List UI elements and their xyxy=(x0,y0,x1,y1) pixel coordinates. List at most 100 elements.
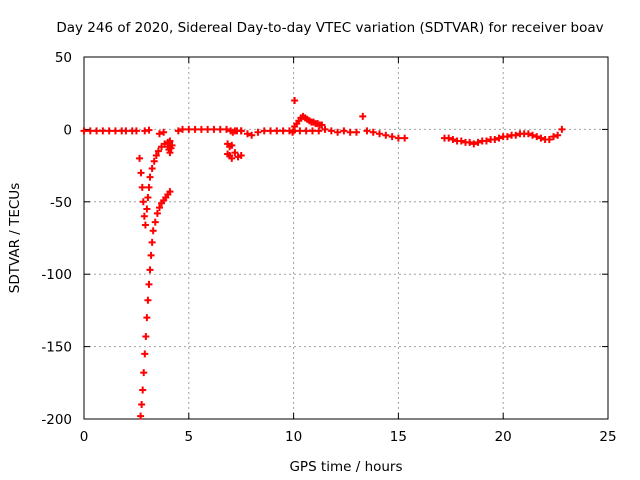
data-point xyxy=(558,125,566,133)
data-point xyxy=(248,131,256,139)
data-point xyxy=(145,280,153,288)
data-point xyxy=(185,125,193,133)
y-tick-label: -100 xyxy=(41,267,72,283)
data-point xyxy=(166,188,174,196)
data-point xyxy=(105,127,113,135)
x-tick-label: 15 xyxy=(390,429,407,445)
data-point xyxy=(144,193,152,201)
data-point xyxy=(228,141,236,149)
data-point xyxy=(503,133,511,141)
data-point xyxy=(340,127,348,135)
x-tick-label: 25 xyxy=(599,429,616,445)
data-point xyxy=(93,127,101,135)
data-point xyxy=(512,131,520,139)
data-point xyxy=(231,149,239,157)
data-point xyxy=(149,227,157,235)
data-point xyxy=(550,133,558,141)
data-point xyxy=(243,130,251,138)
data-point xyxy=(291,96,299,104)
data-point xyxy=(152,151,160,159)
x-tick-label: 0 xyxy=(80,429,89,445)
data-point xyxy=(140,369,148,377)
data-point xyxy=(289,128,297,136)
data-point xyxy=(148,164,156,172)
data-point xyxy=(146,173,154,181)
data-points xyxy=(80,96,566,420)
data-point xyxy=(145,183,153,191)
data-point xyxy=(138,401,146,409)
data-point xyxy=(155,130,163,138)
data-point xyxy=(327,127,335,135)
data-point xyxy=(145,126,153,134)
data-point xyxy=(302,127,310,135)
x-axis-label: GPS time / hours xyxy=(289,459,402,475)
data-point xyxy=(223,125,231,133)
data-point xyxy=(376,130,384,138)
data-point xyxy=(495,134,503,142)
data-point xyxy=(237,151,245,159)
data-point xyxy=(346,128,354,136)
data-point xyxy=(533,133,541,141)
data-point xyxy=(160,128,168,136)
data-point xyxy=(179,125,187,133)
chart-title: Day 246 of 2020, Sidereal Day-to-day VTE… xyxy=(56,20,603,36)
data-point xyxy=(174,127,182,135)
axis-ticks xyxy=(83,56,609,420)
data-point xyxy=(369,128,377,136)
data-point xyxy=(545,136,553,144)
data-point xyxy=(141,350,149,358)
y-tick-label: 0 xyxy=(63,122,72,138)
data-point xyxy=(524,130,532,138)
data-point xyxy=(86,127,94,135)
data-point xyxy=(146,266,154,274)
data-point xyxy=(315,127,323,135)
y-tick-label: -200 xyxy=(41,412,72,428)
data-point xyxy=(168,141,176,149)
data-point xyxy=(99,127,107,135)
y-axis-label: SDTVAR / TECUs xyxy=(7,183,23,293)
data-point xyxy=(144,296,152,304)
data-point xyxy=(321,125,329,133)
data-point xyxy=(449,136,457,144)
data-point xyxy=(132,127,140,135)
data-point xyxy=(153,209,161,217)
data-point xyxy=(273,127,281,135)
y-tick-label: -50 xyxy=(50,195,72,211)
data-point xyxy=(279,127,287,135)
data-point xyxy=(228,154,236,162)
data-point xyxy=(401,134,409,142)
data-point xyxy=(352,128,360,136)
data-point xyxy=(154,147,162,155)
data-point xyxy=(139,198,147,206)
y-tick-label: 50 xyxy=(55,50,72,66)
data-point xyxy=(197,125,205,133)
data-point xyxy=(334,128,342,136)
data-point xyxy=(155,204,163,212)
data-point xyxy=(267,127,275,135)
data-point xyxy=(229,128,237,136)
data-point xyxy=(111,127,119,135)
data-point xyxy=(537,134,545,142)
data-point xyxy=(290,127,298,135)
data-point xyxy=(137,169,145,177)
data-point xyxy=(445,134,453,142)
data-point xyxy=(166,137,174,145)
data-point xyxy=(191,125,199,133)
data-point xyxy=(308,127,316,135)
data-point xyxy=(318,121,326,129)
data-point xyxy=(143,205,151,213)
data-point xyxy=(142,332,150,340)
data-point xyxy=(260,127,268,135)
data-point xyxy=(529,131,537,139)
data-point xyxy=(388,133,396,141)
data-point xyxy=(138,183,146,191)
y-tick-label: -150 xyxy=(41,340,72,356)
data-point xyxy=(80,127,88,135)
data-point xyxy=(382,131,390,139)
data-point xyxy=(140,212,148,220)
grid-lines xyxy=(84,57,608,419)
data-point xyxy=(482,137,490,145)
data-point xyxy=(466,138,474,146)
data-point xyxy=(136,154,144,162)
